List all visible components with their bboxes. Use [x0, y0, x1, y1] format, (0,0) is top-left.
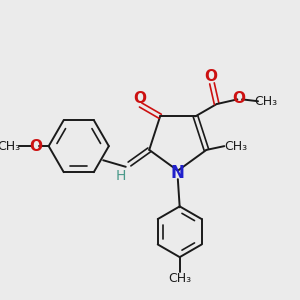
Text: O: O	[205, 69, 218, 84]
Text: CH₃: CH₃	[254, 95, 277, 108]
Text: H: H	[116, 169, 126, 183]
Text: CH₃: CH₃	[224, 140, 247, 153]
Text: CH₃: CH₃	[168, 272, 191, 285]
Text: O: O	[133, 91, 146, 106]
Text: O: O	[233, 91, 246, 106]
Text: CH₃: CH₃	[0, 140, 21, 153]
Text: N: N	[171, 164, 185, 181]
Text: O: O	[29, 139, 42, 154]
